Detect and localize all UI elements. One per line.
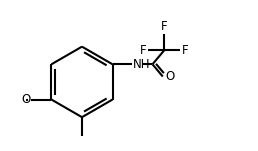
Text: F: F <box>140 44 147 57</box>
Text: O: O <box>21 93 30 106</box>
Text: F: F <box>182 44 189 57</box>
Text: F: F <box>161 20 167 33</box>
Text: O: O <box>165 70 174 83</box>
Text: NH: NH <box>133 58 150 71</box>
